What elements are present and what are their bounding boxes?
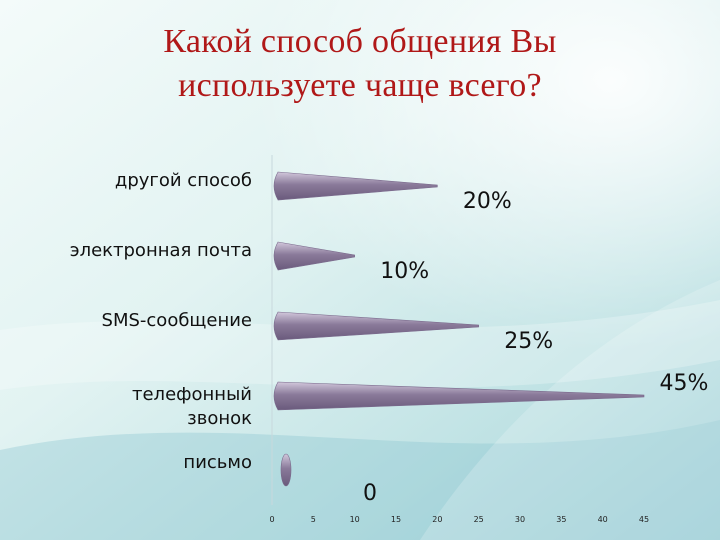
bar[interactable] (273, 311, 479, 341)
x-tick-label: 40 (598, 515, 608, 524)
bar[interactable] (280, 453, 292, 487)
category-label: письмо (183, 452, 252, 473)
title-line-1: Какой способ общения Вы (163, 23, 557, 60)
x-tick-label: 25 (474, 515, 484, 524)
category-label: электронная почта (70, 240, 252, 261)
data-label: 45% (660, 371, 709, 396)
category-label: другой способ (115, 170, 252, 191)
data-label: 25% (504, 329, 553, 354)
data-label: 10% (380, 259, 429, 284)
x-tick-label: 15 (391, 515, 401, 524)
x-tick-label: 35 (556, 515, 566, 524)
x-tick-label: 10 (350, 515, 360, 524)
category-label: телефонный (132, 384, 252, 405)
x-tick-label: 45 (639, 515, 649, 524)
x-tick-label: 20 (432, 515, 442, 524)
category-label: SMS-сообщение (102, 310, 252, 331)
bar[interactable] (273, 171, 438, 201)
bar[interactable] (273, 381, 645, 411)
category-label: звонок (187, 408, 252, 429)
page-title: Какой способ общения Вы используете чаще… (60, 20, 660, 108)
data-label: 0 (363, 481, 377, 506)
data-label: 20% (463, 189, 512, 214)
x-tick-label: 5 (311, 515, 316, 524)
x-tick-label: 30 (515, 515, 525, 524)
bar[interactable] (273, 241, 355, 271)
title-line-2: используете чаще всего? (178, 67, 542, 104)
x-tick-label: 0 (269, 515, 274, 524)
